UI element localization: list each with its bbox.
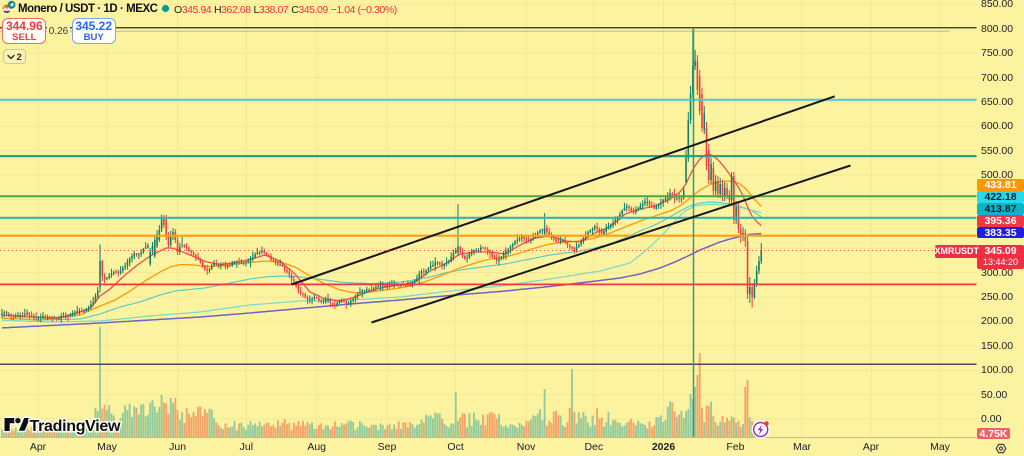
svg-text:2: 2 bbox=[16, 52, 21, 63]
svg-text:TradingView: TradingView bbox=[30, 418, 122, 435]
